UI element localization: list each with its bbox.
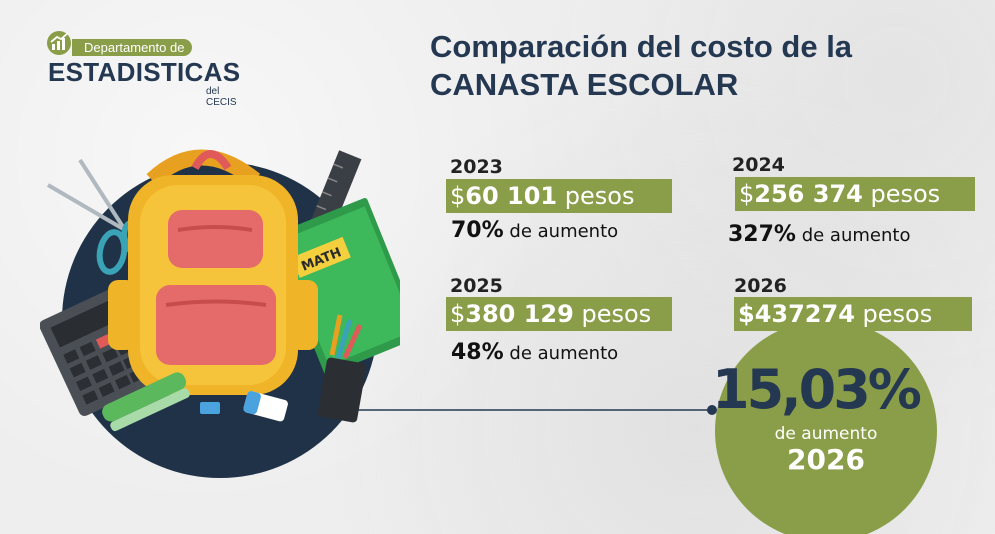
price-2026-bar: $437274 pesos: [734, 297, 972, 331]
pencil-cup-icon: [317, 314, 367, 423]
increase-2025: 48% de aumento: [451, 340, 618, 365]
page-title: Comparación del costo de la CANASTA ESCO…: [430, 28, 852, 104]
price-2023-amount: 60 101: [465, 182, 558, 210]
year-2024-label: 2024: [732, 154, 785, 176]
department-logo: Departamento de ESTADISTICAS del CECIS: [46, 30, 246, 108]
increase-2023-percent: 70%: [451, 218, 504, 243]
price-2025-unit: pesos: [581, 300, 652, 328]
year-2025-label: 2025: [450, 275, 503, 297]
price-2023-currency: $: [450, 182, 466, 210]
logo-title: ESTADISTICAS: [48, 57, 241, 87]
price-2024-bar: $256 374 pesos: [735, 177, 975, 211]
increase-2025-percent: 48%: [451, 340, 504, 365]
highlight-circle: [715, 320, 937, 534]
highlight-percent: 15,03%: [712, 358, 922, 421]
increase-2023-label: de aumento: [509, 221, 619, 242]
year-2026-label: 2026: [734, 275, 787, 297]
price-2023-unit: pesos: [564, 182, 635, 210]
price-2025-bar: $380 129 pesos: [446, 297, 672, 331]
highlight-year: 2026: [787, 443, 865, 476]
logo-department-label: Departamento de: [72, 39, 193, 56]
increase-2025-label: de aumento: [509, 343, 619, 364]
increase-2024-percent: 327%: [728, 222, 796, 247]
price-2024-amount: 256 374: [754, 180, 863, 208]
chart-growth-icon: [47, 31, 71, 55]
price-2024-currency: $: [739, 180, 755, 208]
increase-2023: 70% de aumento: [451, 218, 618, 243]
price-2026-amount: $437274: [738, 300, 855, 328]
price-2026-unit: pesos: [862, 300, 933, 328]
title-line-1: Comparación del costo de la: [430, 29, 853, 64]
price-2025-amount: 380 129: [465, 300, 574, 328]
backpack-icon: [108, 175, 318, 395]
price-2024-unit: pesos: [870, 180, 941, 208]
year-2023-label: 2023: [450, 156, 503, 178]
title-line-2: CANASTA ESCOLAR: [430, 67, 739, 102]
sharpener-icon: [200, 402, 220, 414]
price-2023-bar: $60 101 pesos: [446, 179, 672, 213]
school-supplies-illustration: MATH: [40, 149, 400, 478]
stapler-icon: [102, 372, 190, 432]
increase-2024: 327% de aumento: [728, 222, 910, 247]
price-2025-currency: $: [450, 300, 466, 328]
highlight-label: de aumento: [774, 424, 878, 444]
eraser-icon: [243, 391, 288, 422]
logo-subtitle: del CECIS: [206, 86, 237, 108]
increase-2024-label: de aumento: [801, 225, 911, 246]
